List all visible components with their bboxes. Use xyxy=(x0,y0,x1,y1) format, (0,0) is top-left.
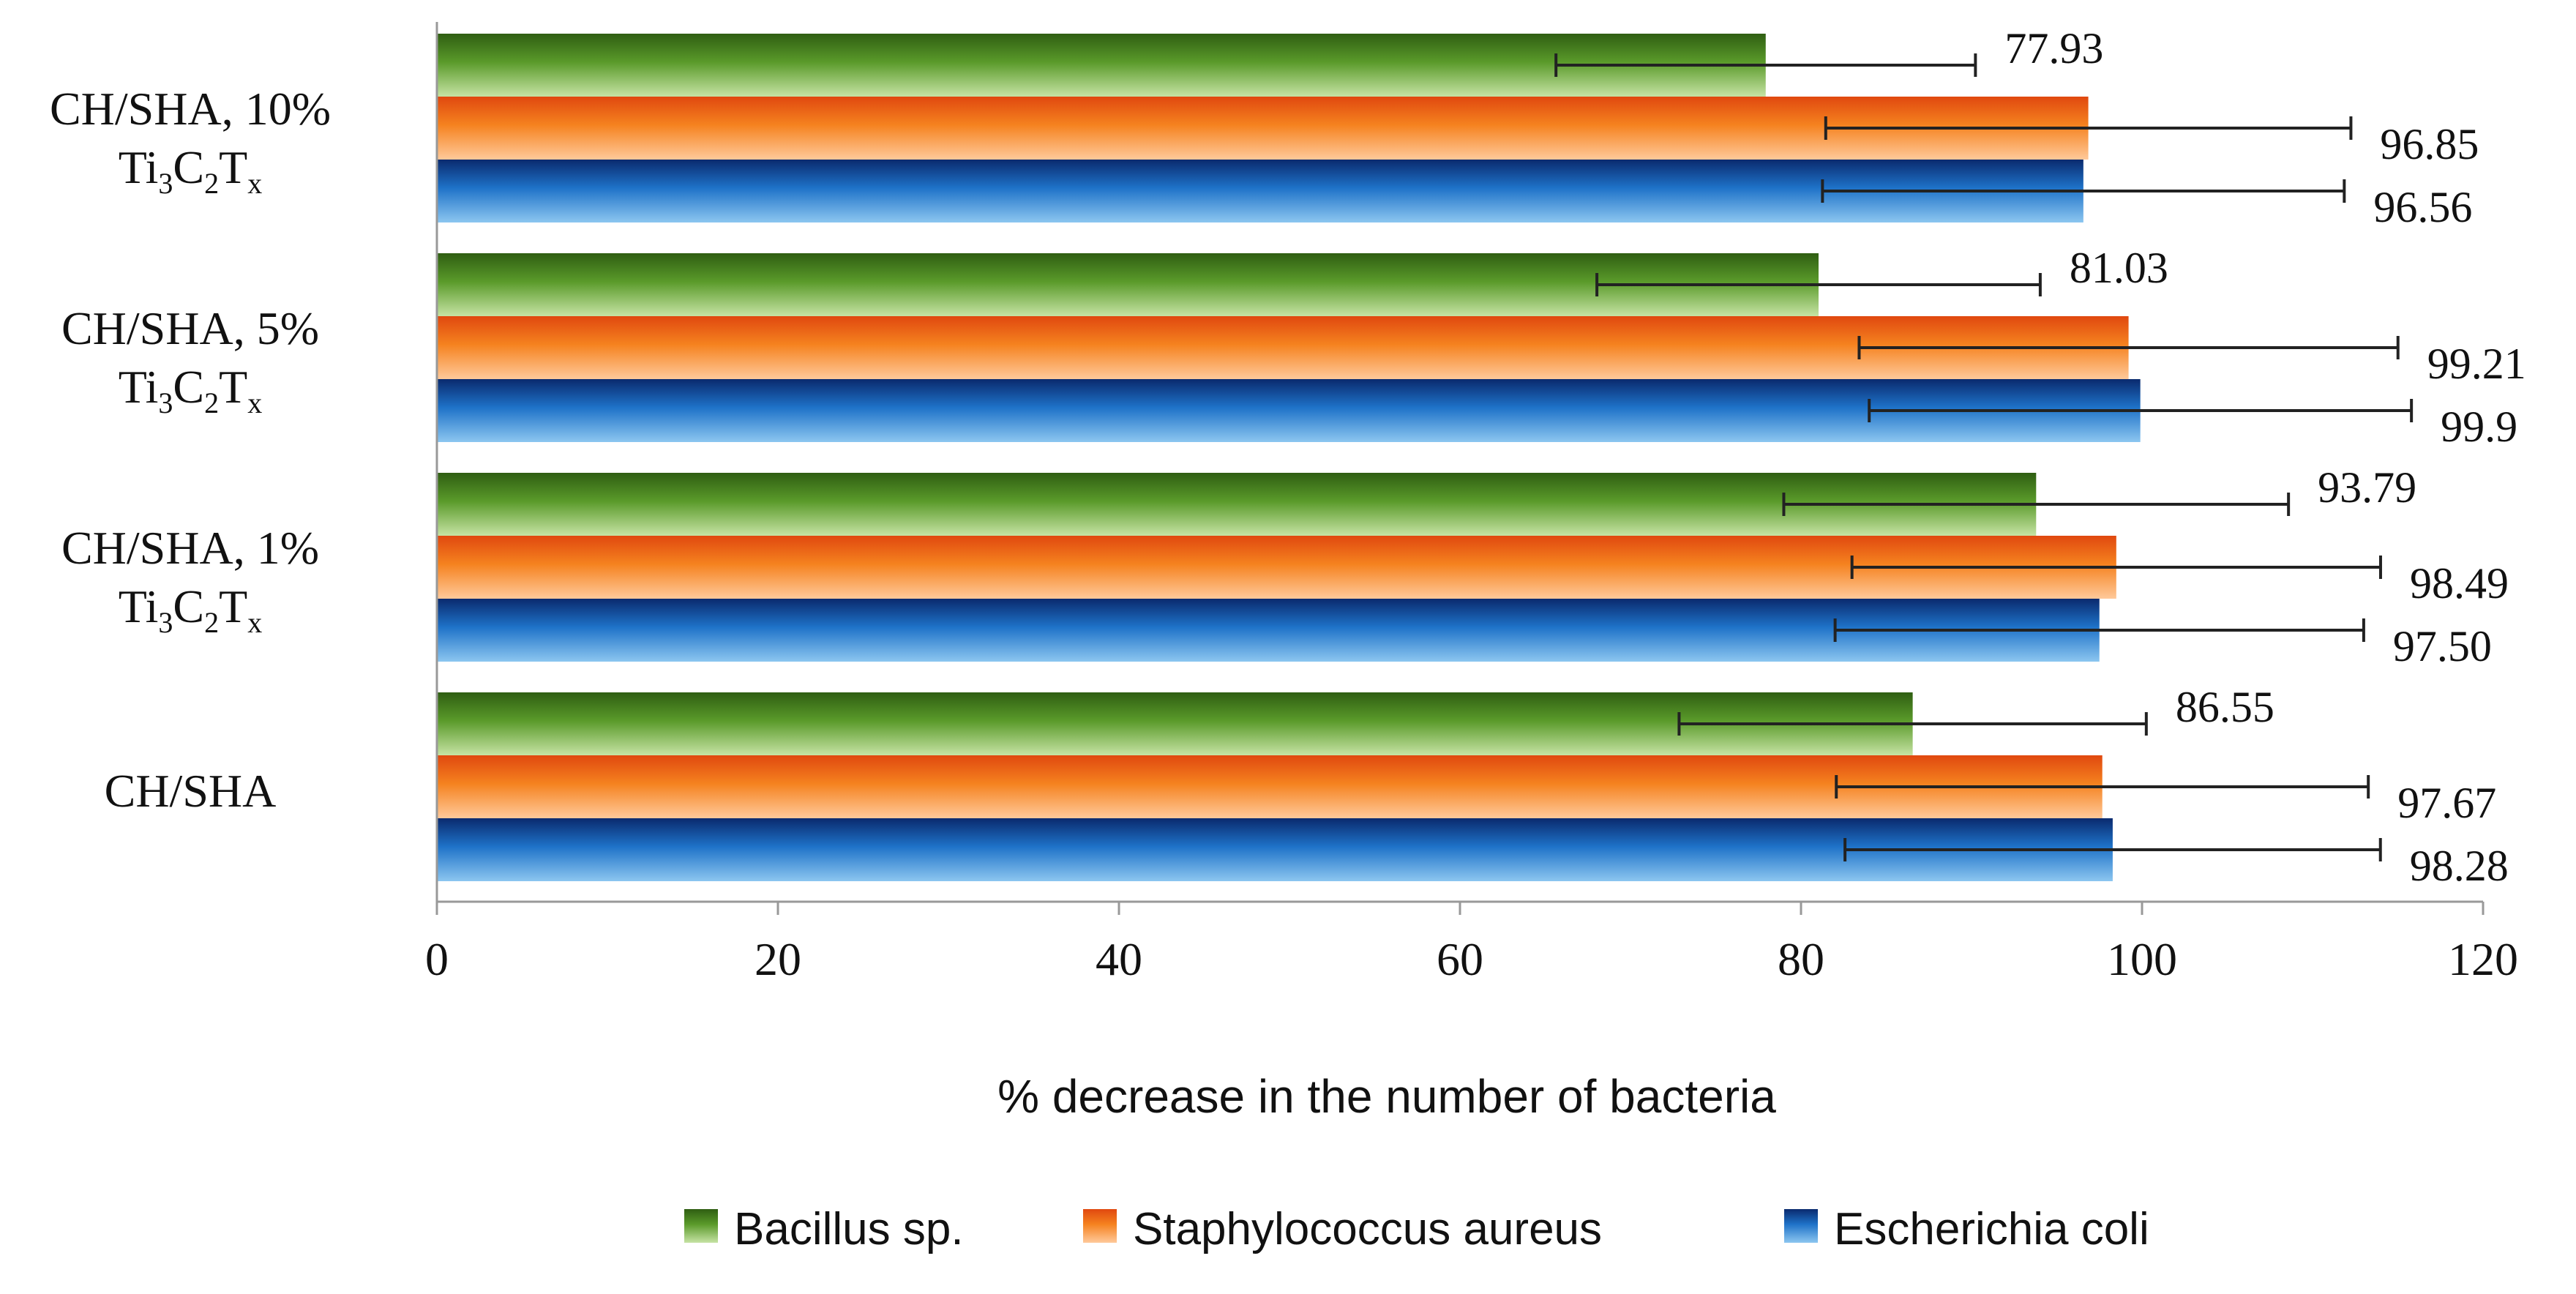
data-label: 98.28 xyxy=(2410,842,2509,890)
error-bar xyxy=(1850,556,2382,579)
error-bar xyxy=(1843,838,2382,861)
data-label: 96.56 xyxy=(2373,183,2472,231)
data-label: 81.03 xyxy=(2070,244,2168,292)
x-tick-label: 40 xyxy=(1096,933,1142,985)
data-label: 97.67 xyxy=(2397,779,2496,827)
error-bar xyxy=(1857,336,2400,359)
error-bar xyxy=(1833,618,2365,642)
bar-bacillus-sp--1 xyxy=(437,253,1819,316)
legend-item: Escherichia coli xyxy=(1784,1204,2149,1254)
error-bar xyxy=(1782,493,2291,516)
x-tick-label: 20 xyxy=(755,933,801,985)
legend-label: Staphylococcus aureus xyxy=(1133,1204,1602,1254)
bar-escherichia-coli-3 xyxy=(437,818,2113,881)
bar-escherichia-coli-0 xyxy=(437,160,2083,222)
bar-staphylococcus-aureus-2 xyxy=(437,536,2116,599)
data-label: 99.9 xyxy=(2441,403,2517,451)
error-bar xyxy=(1835,775,2370,799)
x-tick-label: 60 xyxy=(1437,933,1483,985)
data-label: 98.49 xyxy=(2410,559,2509,607)
error-bar xyxy=(1824,116,2353,140)
legend-swatch xyxy=(684,1209,718,1243)
x-tick-label: 80 xyxy=(1778,933,1824,985)
data-label: 77.93 xyxy=(2004,24,2103,72)
legend-item: Bacillus sp. xyxy=(684,1204,964,1254)
x-tick-label: 120 xyxy=(2448,933,2518,985)
category-label: CH/SHA, 1% xyxy=(61,522,319,574)
category-formula: Ti3C2Tx xyxy=(119,580,262,639)
x-tick-label: 100 xyxy=(2107,933,2177,985)
error-bar xyxy=(1677,712,2148,736)
bar-escherichia-coli-2 xyxy=(437,599,2100,662)
legend-item: Staphylococcus aureus xyxy=(1083,1204,1602,1254)
error-bar xyxy=(1868,399,2414,422)
data-label: 93.79 xyxy=(2318,463,2416,512)
category-label: CH/SHA, 10% xyxy=(50,83,331,135)
bar-bacillus-sp--0 xyxy=(437,34,1766,97)
legend-label: Escherichia coli xyxy=(1834,1204,2149,1254)
x-axis-title: % decrease in the number of bacteria xyxy=(997,1070,1776,1123)
bar-bacillus-sp--2 xyxy=(437,473,2037,536)
legend-swatch xyxy=(1784,1209,1818,1243)
category-formula: Ti3C2Tx xyxy=(119,361,262,419)
category-formula: Ti3C2Tx xyxy=(119,141,262,200)
bar-staphylococcus-aureus-3 xyxy=(437,755,2103,818)
bar-staphylococcus-aureus-0 xyxy=(437,97,2089,160)
data-label: 96.85 xyxy=(2380,120,2479,168)
error-bar xyxy=(1821,179,2346,203)
bar-escherichia-coli-1 xyxy=(437,379,2141,442)
data-label: 86.55 xyxy=(2176,683,2274,731)
error-bar xyxy=(1554,53,1977,77)
data-label: 97.50 xyxy=(2393,622,2492,670)
bar-staphylococcus-aureus-1 xyxy=(437,316,2129,379)
legend-label: Bacillus sp. xyxy=(734,1204,964,1254)
bar-bacillus-sp--3 xyxy=(437,692,1913,755)
x-tick-label: 0 xyxy=(425,933,449,985)
category-label: CH/SHA, 5% xyxy=(61,302,319,354)
legend-swatch xyxy=(1083,1209,1117,1243)
data-label: 99.21 xyxy=(2427,340,2526,388)
error-bar xyxy=(1595,273,2042,296)
category-label: CH/SHA xyxy=(105,765,277,817)
